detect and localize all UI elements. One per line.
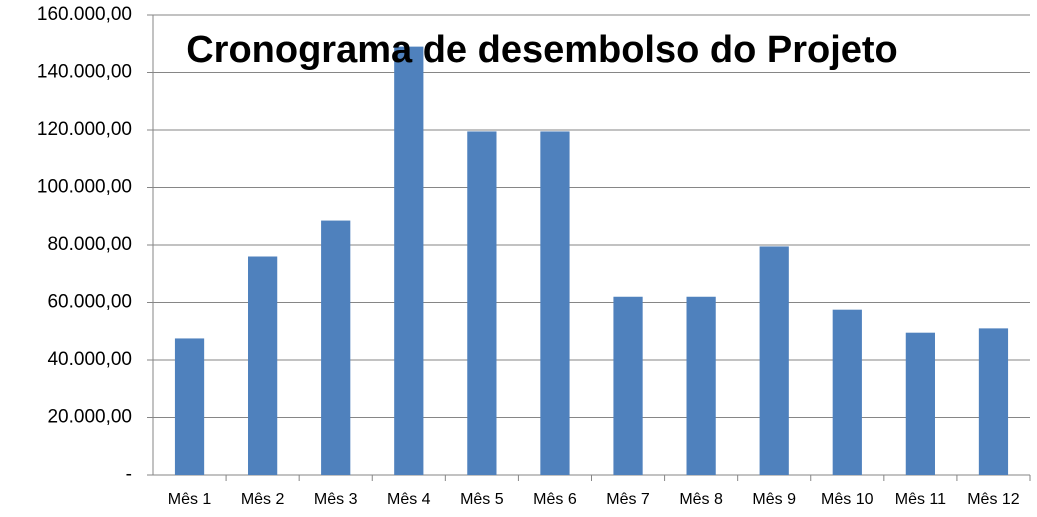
bar	[321, 220, 351, 475]
x-tick-label: Mês 3	[314, 491, 358, 508]
bar	[905, 332, 935, 475]
bar	[248, 256, 278, 475]
x-tick-label: Mês 2	[241, 491, 285, 508]
x-tick-label: Mês 6	[533, 491, 577, 508]
x-tick-label: Mês 5	[460, 491, 504, 508]
bar	[174, 338, 205, 475]
x-tick-label: Mês 8	[679, 491, 723, 508]
x-tick-label: Mês 4	[387, 491, 431, 508]
bar	[613, 296, 643, 475]
bar	[467, 131, 497, 475]
bar	[394, 46, 424, 475]
x-tick-label: Mês 12	[967, 491, 1020, 508]
bar	[832, 309, 862, 475]
bar	[978, 328, 1009, 475]
y-tick-label: 40.000,00	[47, 349, 132, 370]
y-tick-label: 100.000,00	[37, 177, 132, 198]
bar	[686, 296, 716, 475]
y-tick-label: 120.000,00	[37, 119, 132, 140]
bar	[540, 131, 570, 475]
x-tick-label: Mês 9	[752, 491, 796, 508]
bar	[759, 246, 789, 475]
y-tick-label: 60.000,00	[47, 292, 132, 313]
x-tick-label: Mês 1	[168, 491, 212, 508]
x-tick-label: Mês 7	[606, 491, 650, 508]
y-tick-label: -	[126, 464, 132, 485]
y-tick-label: 140.000,00	[37, 62, 132, 83]
y-tick-label: 20.000,00	[47, 407, 132, 428]
chart-title: Cronograma de desembolso do Projeto	[186, 29, 898, 71]
y-tick-label: 160.000,00	[37, 4, 132, 25]
y-tick-label: 80.000,00	[47, 234, 132, 255]
x-tick-label: Mês 10	[821, 491, 874, 508]
x-tick-label: Mês 11	[895, 491, 946, 508]
